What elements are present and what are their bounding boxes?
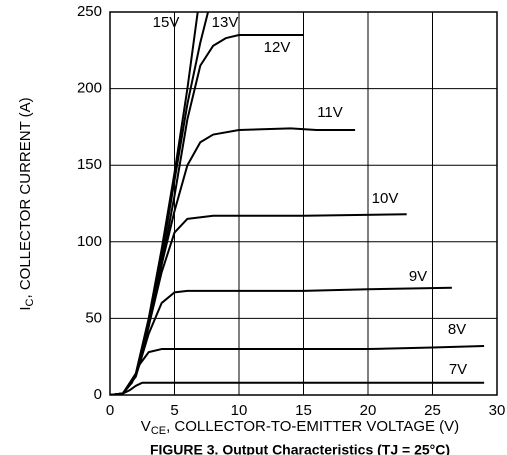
curve	[110, 12, 199, 395]
x-tick-label: 10	[231, 402, 248, 419]
series-label: 10V	[372, 190, 399, 207]
chart-title: FIGURE 3. Output Characteristics (TJ = 2…	[150, 442, 450, 455]
x-tick-label: 25	[424, 402, 441, 419]
y-tick-label: 100	[77, 233, 102, 250]
y-tick-label: 50	[85, 309, 102, 326]
y-tick-label: 0	[94, 386, 102, 403]
series-label: 13V	[212, 14, 239, 31]
series-label: 11V	[317, 104, 343, 121]
x-axis-label: VCE, COLLECTOR-TO-EMITTER VOLTAGE (V)	[141, 418, 459, 437]
x-tick-label: 20	[360, 402, 377, 419]
y-label-symbol: I	[17, 306, 34, 310]
curve	[110, 286, 452, 395]
y-tick-label: 150	[77, 156, 102, 173]
series-label: 9V	[409, 268, 427, 285]
y-tick-label: 250	[77, 3, 102, 20]
y-label-text: , COLLECTOR CURRENT (A)	[17, 97, 34, 298]
series-label: 8V	[448, 321, 466, 338]
x-tick-label: 15	[295, 402, 312, 419]
x-label-subscript: CE	[151, 425, 166, 437]
x-label-text: , COLLECTOR-TO-EMITTER VOLTAGE (V)	[166, 418, 459, 435]
x-label-symbol: V	[141, 418, 151, 435]
series-label: 7V	[449, 361, 467, 378]
y-tick-label: 200	[77, 80, 102, 97]
x-tick-label: 30	[489, 402, 506, 419]
y-label-subscript: C	[24, 298, 36, 306]
plot-frame	[109, 11, 498, 396]
series-label: 15V	[153, 14, 180, 31]
x-tick-label: 0	[106, 402, 114, 419]
curve	[110, 381, 485, 395]
series-label: 12V	[264, 39, 291, 56]
curve	[110, 344, 485, 395]
y-axis-label: IC, COLLECTOR CURRENT (A)	[17, 97, 36, 310]
curve	[110, 12, 210, 395]
x-tick-label: 5	[170, 402, 178, 419]
